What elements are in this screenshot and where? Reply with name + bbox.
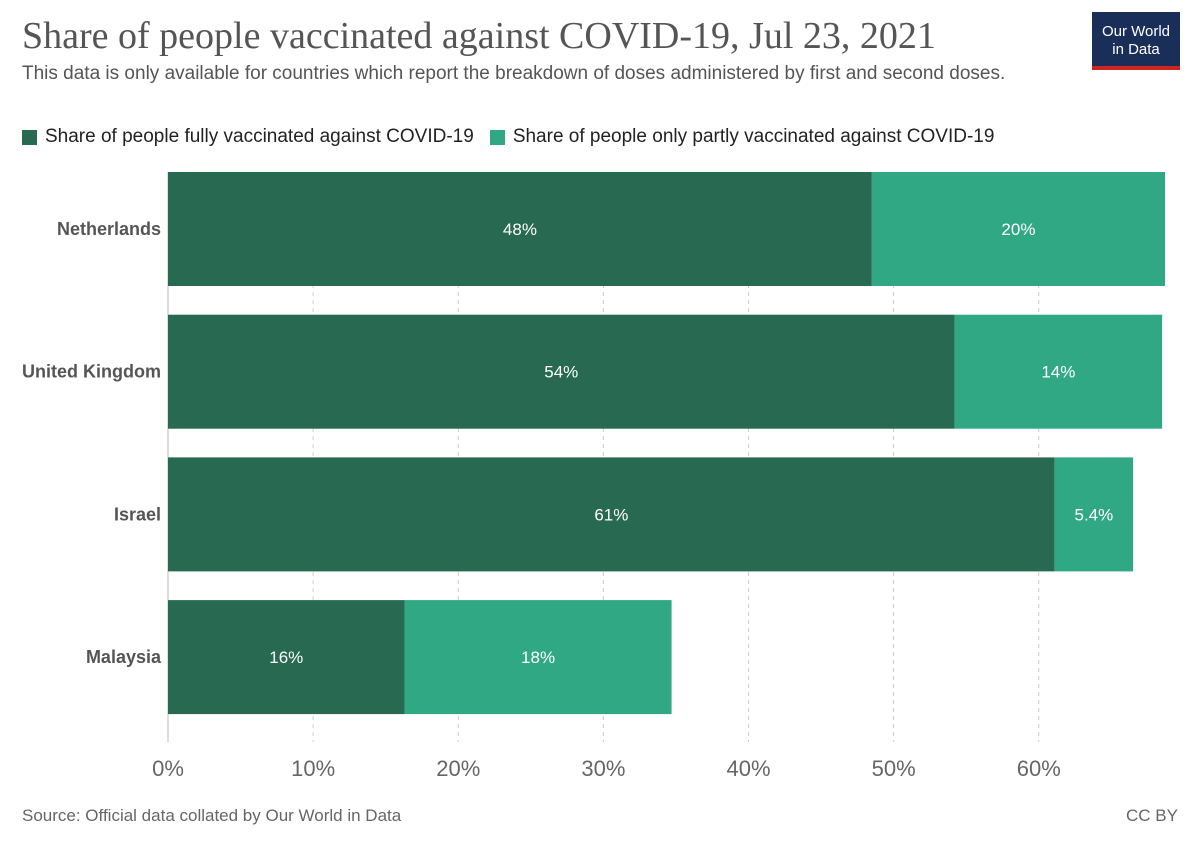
- logo-line-2: in Data: [1112, 41, 1160, 58]
- legend-item-partly[interactable]: Share of people only partly vaccinated a…: [489, 126, 995, 148]
- bar-fully: [168, 600, 405, 715]
- legend-label-fully: Share of people fully vaccinated against…: [45, 126, 474, 147]
- data-label-fully: 61%: [594, 505, 628, 524]
- bar-partly: [954, 314, 1163, 429]
- legend-swatch-fully: [22, 129, 37, 145]
- bar-fully: [168, 314, 955, 429]
- bar-partly: [404, 600, 672, 715]
- x-tick-label: 0%: [152, 756, 184, 781]
- x-tick-label: 20%: [436, 756, 480, 781]
- data-label-partly: 14%: [1041, 363, 1075, 382]
- legend-label-partly: Share of people only partly vaccinated a…: [512, 126, 995, 147]
- x-tick-label: 60%: [1017, 756, 1061, 781]
- x-tick-label: 50%: [872, 756, 916, 781]
- owid-logo[interactable]: Our World in Data: [1092, 12, 1180, 70]
- chart-title: Share of people vaccinated against COVID…: [22, 15, 936, 57]
- category-label: Israel: [114, 504, 161, 524]
- bar-partly: [871, 172, 1165, 286]
- category-label: Malaysia: [86, 647, 162, 667]
- data-label-partly: 18%: [521, 648, 555, 667]
- data-label-fully: 48%: [503, 220, 537, 239]
- data-label-partly: 20%: [1001, 220, 1035, 239]
- category-label: Netherlands: [57, 219, 161, 239]
- license-note[interactable]: CC BY: [1126, 806, 1178, 825]
- data-label-fully: 54%: [544, 363, 578, 382]
- data-label-fully: 16%: [269, 648, 303, 667]
- category-label: United Kingdom: [22, 362, 161, 382]
- x-tick-label: 40%: [726, 756, 770, 781]
- bar-partly: [1054, 457, 1134, 572]
- legend-swatch-partly: [489, 129, 505, 145]
- logo-line-1: Our World: [1101, 23, 1171, 40]
- x-tick-label: 30%: [581, 756, 625, 781]
- chart-subtitle: This data is only available for countrie…: [22, 63, 1006, 84]
- x-tick-label: 10%: [291, 756, 335, 781]
- bar-fully: [168, 457, 1055, 572]
- source-note: Source: Official data collated by Our Wo…: [22, 806, 402, 825]
- bar-fully: [168, 172, 872, 286]
- chart-legend: Share of people fully vaccinated against…: [22, 126, 1010, 148]
- legend-item-fully[interactable]: Share of people fully vaccinated against…: [22, 126, 474, 148]
- data-label-partly: 5.4%: [1075, 505, 1114, 524]
